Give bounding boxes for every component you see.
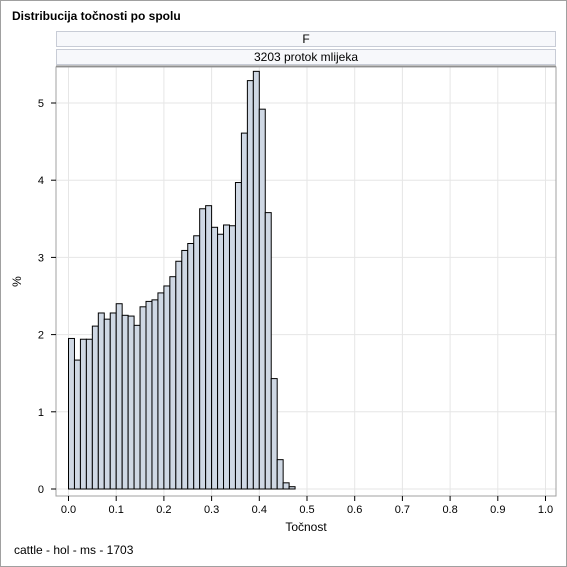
- histogram-bar: [73, 359, 81, 490]
- x-axis-title: Točnost: [285, 520, 327, 534]
- y-tick-label: 0: [38, 484, 44, 496]
- histogram-bar: [288, 486, 296, 490]
- histogram-bar: [258, 108, 266, 490]
- y-tick-label: 4: [38, 175, 44, 187]
- histogram-bar: [175, 260, 183, 490]
- histogram-bar: [217, 233, 225, 490]
- x-axis: 0.0 0.1 0.2 0.3 0.4 0.5 0.6 0.7 0.8 0.9 1.0: [61, 496, 553, 516]
- histogram-bar: [246, 80, 254, 490]
- x-tick-label: 0.1: [109, 504, 124, 516]
- y-tick-label: 3: [38, 252, 44, 264]
- y-tick-label: 5: [38, 98, 44, 110]
- y-tick-label: 1: [38, 407, 44, 419]
- histogram-bar: [187, 243, 195, 490]
- histogram-bar: [240, 132, 248, 490]
- histogram-bar: [121, 314, 129, 490]
- histogram-bar: [228, 225, 236, 490]
- histogram-bar: [68, 337, 75, 490]
- histogram-bar: [234, 182, 242, 490]
- footnote: cattle - hol - ms - 1703: [14, 543, 134, 557]
- plot-area-border: [55, 66, 557, 497]
- histogram-bar: [199, 208, 207, 490]
- histogram-bar: [276, 459, 284, 490]
- histogram-bar: [252, 70, 260, 490]
- histogram-bar: [282, 482, 290, 490]
- histogram-bars: [68, 70, 296, 490]
- histogram-bar: [115, 303, 123, 490]
- histogram-bar: [211, 226, 219, 490]
- histogram-bar: [103, 318, 111, 490]
- x-tick-label: 0.5: [299, 504, 314, 516]
- x-tick-label: 0.0: [61, 504, 76, 516]
- x-tick-label: 0.3: [204, 504, 219, 516]
- x-tick-label: 0.6: [347, 504, 362, 516]
- histogram-bar: [91, 325, 99, 490]
- x-tick-label: 1.0: [538, 504, 553, 516]
- histogram-bar: [223, 224, 230, 490]
- histogram-bar: [193, 235, 201, 490]
- x-tick-label: 0.9: [490, 504, 505, 516]
- x-tick-label: 0.2: [156, 504, 171, 516]
- histogram-bar: [264, 212, 272, 490]
- histogram-bar: [169, 276, 177, 490]
- histogram-bar: [205, 205, 213, 490]
- histogram-bar: [127, 315, 135, 490]
- y-axis: 0 1 2 3 4 5: [38, 98, 56, 496]
- histogram-bar: [79, 338, 87, 490]
- panel-subgroup-header: 3203 protok mlijeka: [56, 49, 556, 65]
- histogram-bar: [139, 306, 147, 490]
- histogram-bar: [181, 249, 189, 490]
- histogram-bar: [157, 292, 165, 490]
- histogram-bar: [163, 285, 171, 490]
- x-tick-label: 0.7: [395, 504, 410, 516]
- histogram-bar: [85, 338, 93, 490]
- histogram-bar: [109, 312, 117, 490]
- x-tick-label: 0.8: [442, 504, 457, 516]
- histogram-bar: [133, 324, 141, 490]
- histogram-bar: [97, 312, 105, 490]
- x-tick-label: 0.4: [252, 504, 267, 516]
- y-axis-title: %: [10, 276, 24, 287]
- histogram-bar: [270, 378, 278, 490]
- chart-title: Distribucija točnosti po spolu: [12, 9, 181, 23]
- histogram-bar: [151, 299, 159, 490]
- histogram-bar: [145, 300, 153, 490]
- y-tick-label: 2: [38, 330, 44, 342]
- panel-group-header: F: [56, 31, 556, 47]
